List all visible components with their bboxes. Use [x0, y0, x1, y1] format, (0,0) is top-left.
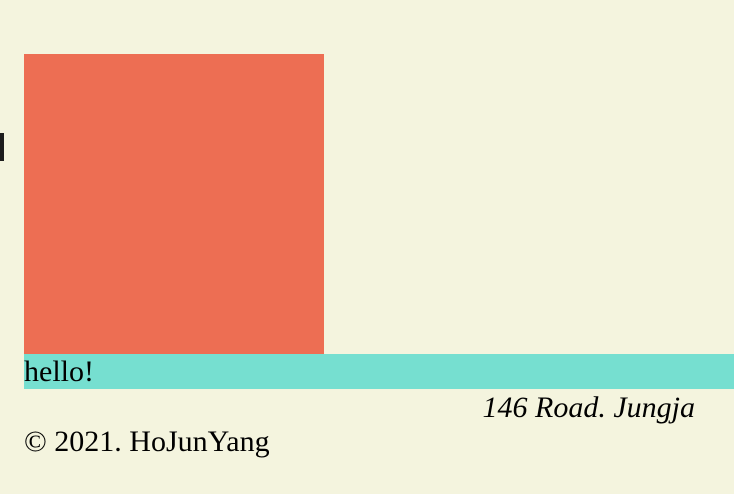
teal-banner: hello!	[24, 354, 734, 389]
banner-text: hello!	[24, 355, 94, 388]
coral-box	[24, 54, 324, 354]
left-edge-marker	[0, 133, 4, 161]
footer-copyright: © 2021. HoJunYang	[24, 425, 270, 458]
footer-address: 146 Road. Jungja	[482, 391, 695, 424]
